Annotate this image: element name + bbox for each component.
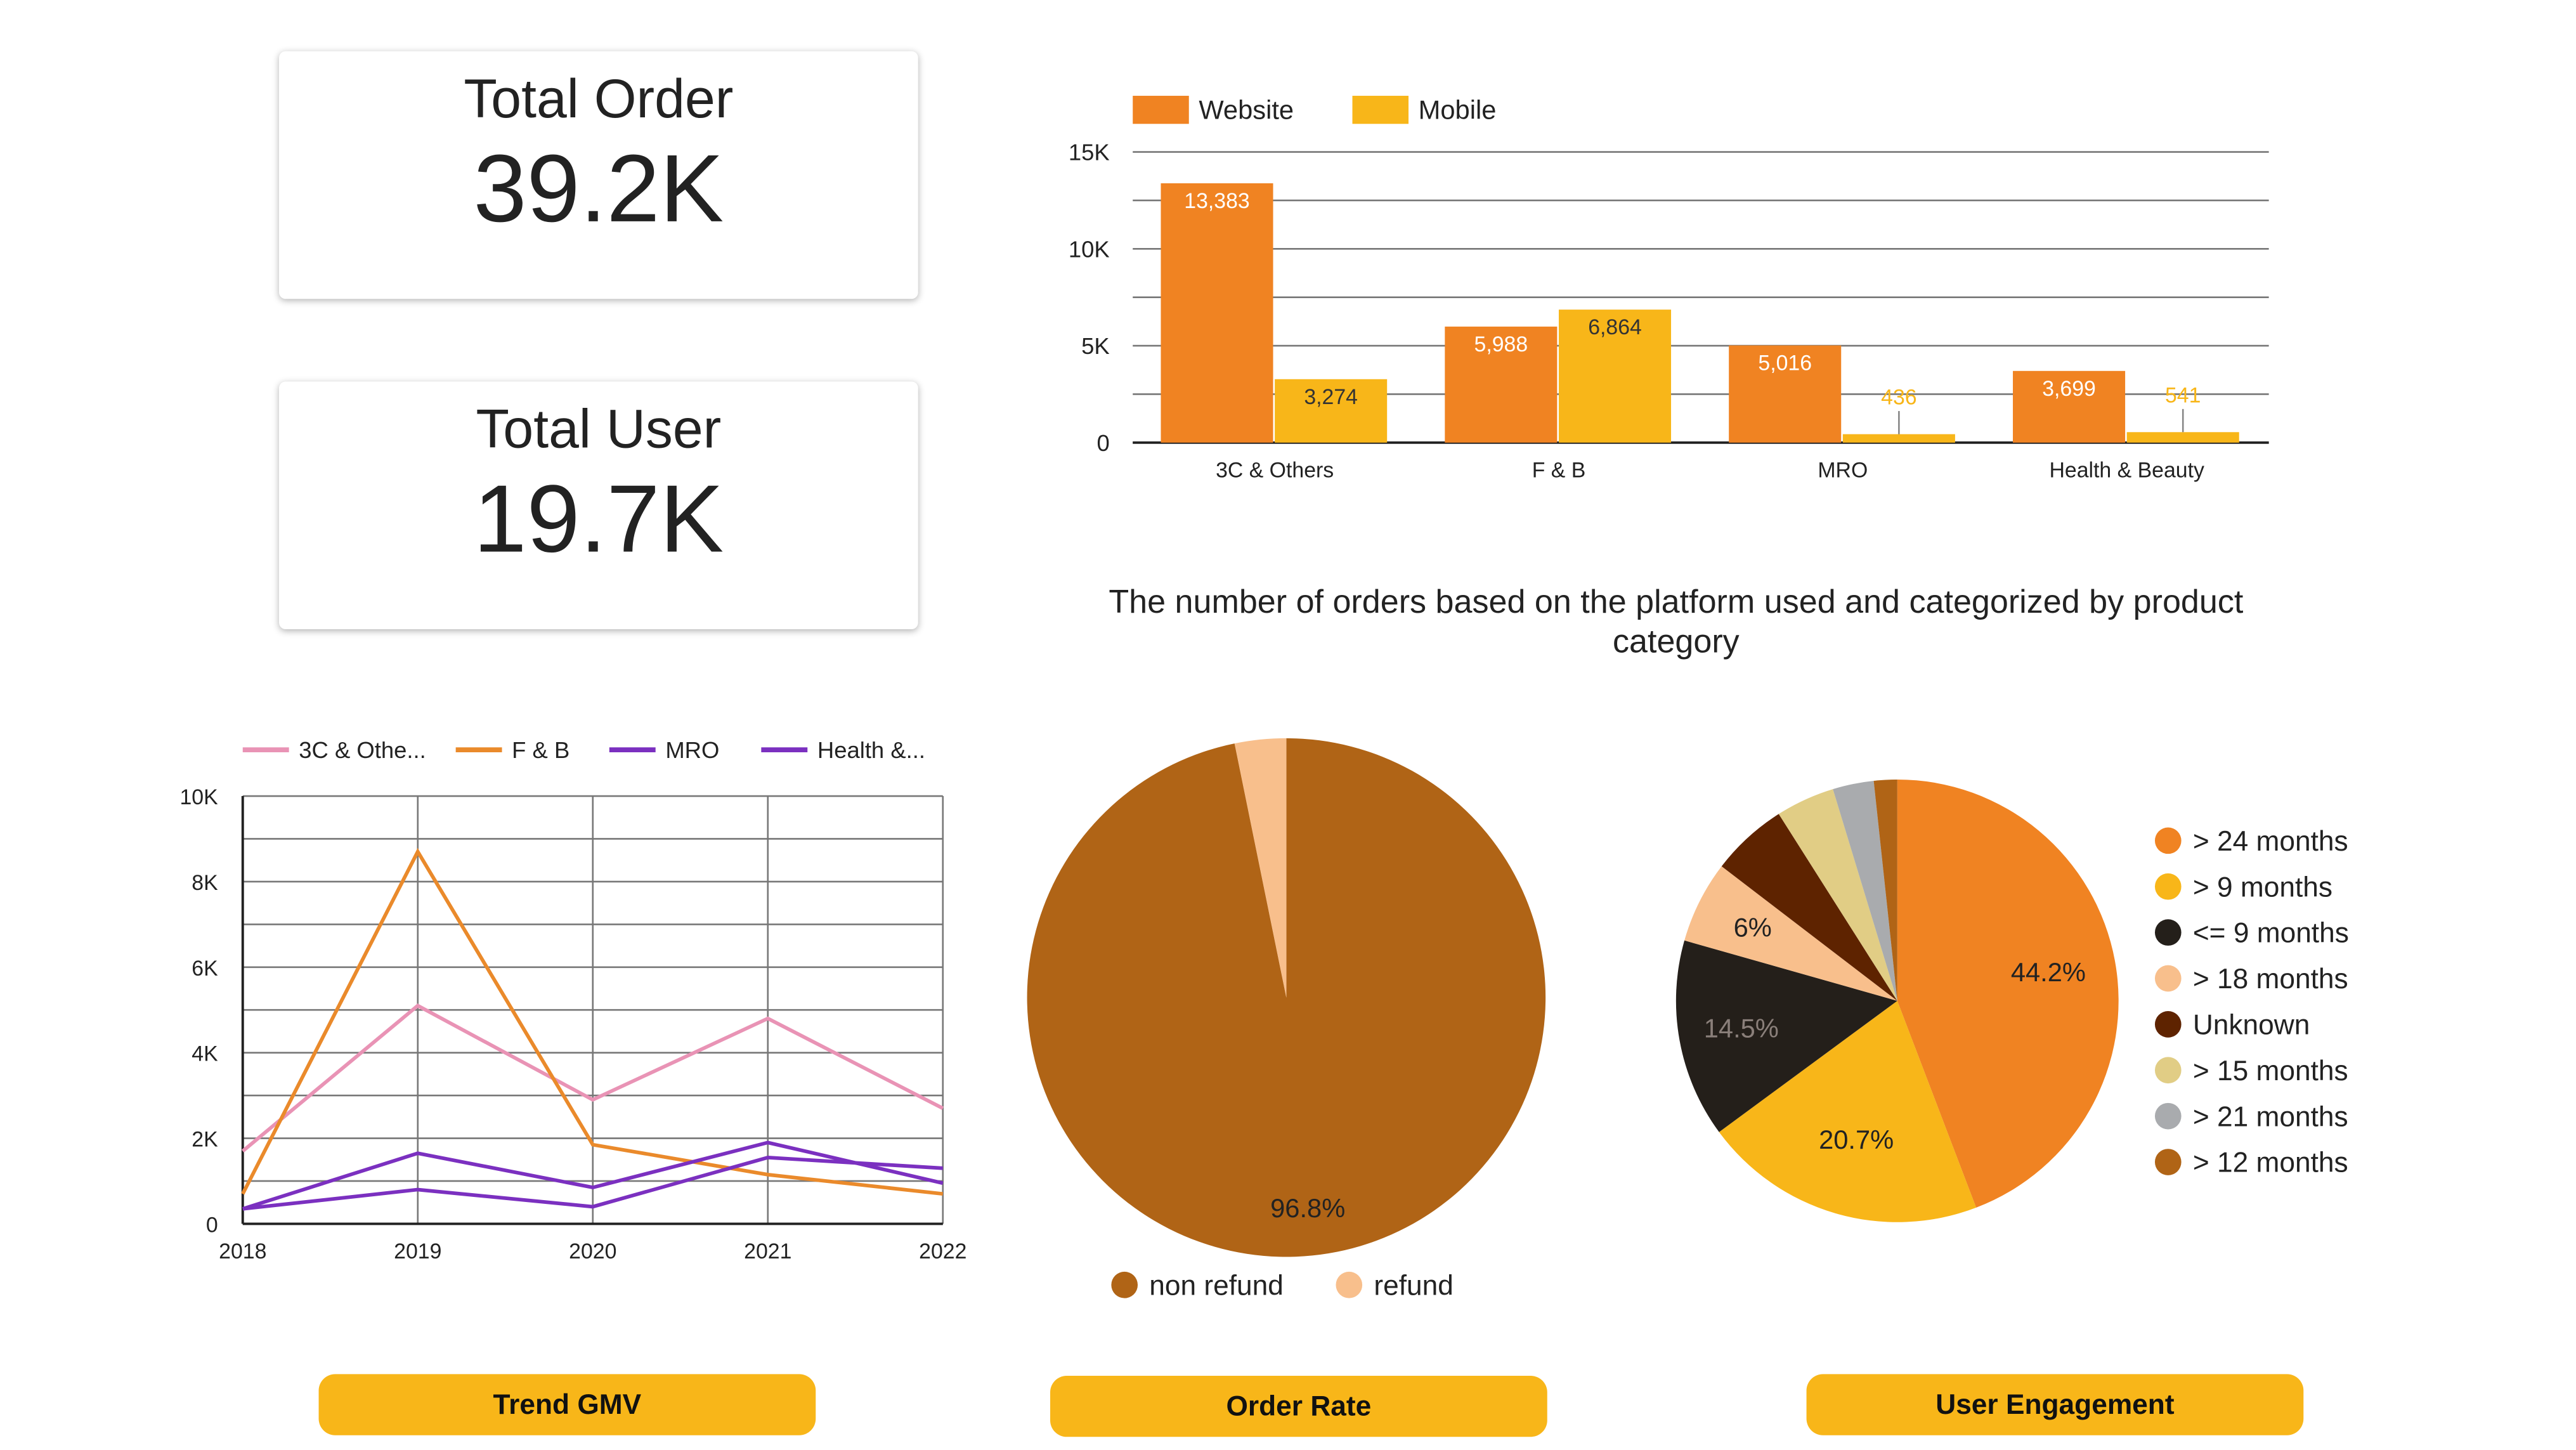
legend-label: <= 9 months [2193, 918, 2349, 949]
pie-slice [1873, 779, 1897, 1001]
user-engagement-button[interactable]: User Engagement [1806, 1374, 2304, 1435]
bar-mobile [1275, 379, 1388, 443]
slice-label: 6% [1734, 913, 1772, 943]
legend-swatch [1111, 1271, 1138, 1298]
card-value: 19.7K [473, 466, 724, 573]
y-tick-label: 2K [192, 1128, 218, 1152]
x-tick-label: 2019 [394, 1239, 441, 1264]
line-series [241, 1003, 944, 1153]
data-label: 3,699 [2042, 377, 2096, 401]
slice-label: 96.8% [1270, 1193, 1345, 1223]
bar-mobile [1558, 310, 1672, 443]
legend-swatch [2154, 1102, 2182, 1130]
y-tick-label: 15K [1069, 140, 1110, 166]
y-tick-label: 8K [192, 871, 218, 895]
legend-label: 3C & Othe... [299, 737, 426, 763]
y-tick-label: 10K [179, 785, 218, 809]
data-label: 436 [1881, 386, 1916, 410]
legend-label: > 9 months [2193, 872, 2332, 903]
bar-website [1161, 183, 1273, 443]
legend-swatch [2154, 827, 2182, 854]
x-tick-label: 3C & Others [1216, 458, 1334, 482]
legend-label: Health &... [817, 737, 925, 763]
x-tick-label: 2020 [569, 1239, 616, 1264]
card-title: Total Order [464, 67, 734, 129]
slice-label: 20.7% [1819, 1125, 1894, 1154]
line-series [242, 1155, 943, 1211]
legend-label: Mobile [1419, 95, 1497, 124]
pie-slice [1027, 738, 1546, 1257]
card-title: Total User [476, 398, 722, 459]
y-tick-label: 5K [1081, 333, 1110, 359]
data-label: 5,988 [1474, 332, 1528, 356]
x-tick-label: F & B [1532, 458, 1586, 482]
legend-label: > 21 months [2193, 1101, 2348, 1132]
legend-swatch [2154, 1057, 2182, 1084]
card-value: 39.2K [473, 135, 724, 243]
legend-label: Unknown [2193, 1009, 2310, 1040]
y-tick-label: 0 [206, 1213, 218, 1237]
pie-slice [1684, 866, 1897, 1001]
y-tick-label: 0 [1096, 430, 1109, 456]
total-user-card: Total User 19.7K [279, 381, 918, 630]
y-tick-label: 6K [192, 957, 218, 981]
data-label: 5,016 [1758, 351, 1812, 376]
pie-slice [1721, 814, 1897, 1001]
order-rate-button[interactable]: Order Rate [1050, 1375, 1547, 1437]
legend-swatch [2154, 919, 2182, 946]
data-label: 6,864 [1588, 315, 1642, 339]
legend-label: MRO [665, 737, 719, 763]
legend-swatch [2154, 873, 2182, 900]
bar-chart-caption: The number of orders based on the platfo… [1109, 584, 2244, 661]
data-label: 541 [2165, 383, 2201, 407]
legend-swatch [2154, 965, 2182, 992]
line-series [241, 847, 944, 1196]
pie-slice [1833, 780, 1897, 1001]
legend-label: refund [1374, 1270, 1453, 1301]
legend-swatch [1336, 1271, 1363, 1298]
pie-slice [1719, 1000, 1977, 1222]
trend-gmv-button[interactable]: Trend GMV [318, 1374, 816, 1435]
x-tick-label: 2022 [919, 1239, 966, 1264]
x-tick-label: MRO [1818, 458, 1868, 482]
y-tick-label: 10K [1069, 236, 1110, 262]
total-order-card: Total Order 39.2K [279, 51, 918, 299]
pie-slice [1234, 738, 1287, 998]
line-series [242, 1140, 944, 1211]
legend-label: > 12 months [2193, 1147, 2348, 1179]
legend-swatch [2154, 1011, 2182, 1038]
x-tick-label: Health & Beauty [2049, 458, 2204, 482]
bar-website [1445, 326, 1558, 443]
pie-slice [1675, 940, 1897, 1132]
x-tick-label: 2018 [219, 1239, 266, 1264]
legend-label: > 15 months [2193, 1055, 2348, 1087]
legend-swatch [1352, 96, 1409, 124]
bar-website [1729, 345, 1842, 443]
legend-swatch [2154, 1149, 2182, 1175]
pie-slice [1778, 789, 1897, 1001]
legend-label: > 18 months [2193, 963, 2348, 995]
legend-label: non refund [1149, 1270, 1284, 1301]
x-tick-label: 2021 [744, 1239, 791, 1264]
y-tick-label: 4K [192, 1042, 218, 1066]
slice-label: 44.2% [2011, 957, 2086, 987]
legend-label: > 24 months [2193, 826, 2348, 857]
legend-label: F & B [512, 737, 569, 763]
bar-mobile [2126, 432, 2239, 443]
legend-swatch [1133, 96, 1189, 124]
data-label: 3,274 [1304, 385, 1358, 409]
bar-mobile [1842, 434, 1955, 443]
data-label: 13,383 [1184, 189, 1249, 213]
legend-label: Website [1199, 95, 1294, 124]
pie-slice [1897, 779, 2119, 1208]
slice-label: 14.5% [1704, 1013, 1779, 1043]
bar-website [2013, 370, 2126, 443]
